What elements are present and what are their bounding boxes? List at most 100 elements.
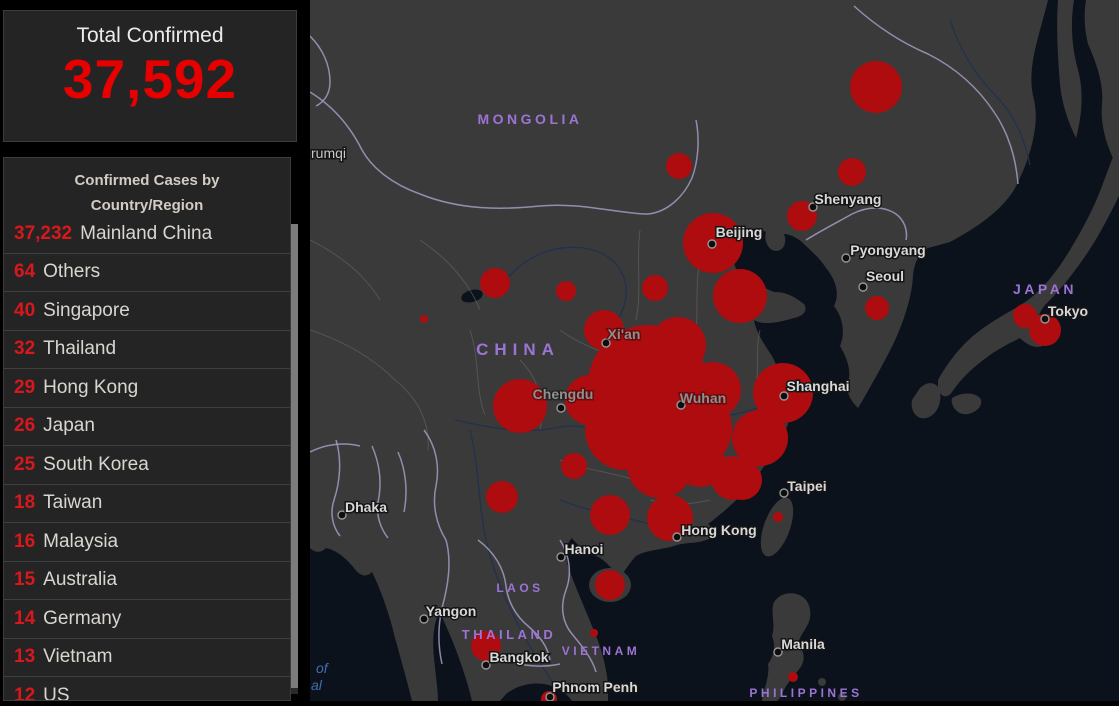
city-dot [337, 510, 347, 520]
case-bubble[interactable] [788, 672, 798, 682]
case-count: 40 [14, 299, 36, 321]
northeast-corner-landmass [1084, 0, 1119, 170]
case-bubble[interactable] [590, 495, 630, 535]
map-canvas: Shenyang Beijing Pyongyang Seoul Tokyo Shangh… [309, 0, 1119, 706]
list-scrollbar-thumb[interactable] [291, 224, 298, 688]
case-count: 37,232 [14, 222, 73, 244]
city-dot [601, 338, 611, 348]
case-count: 64 [14, 261, 36, 283]
case-bubble[interactable] [1013, 304, 1037, 328]
case-bubble[interactable] [713, 269, 767, 323]
case-bubble[interactable] [838, 158, 866, 186]
city-label: Hanoi [565, 541, 604, 557]
total-confirmed-title: Total Confirmed [76, 24, 224, 47]
case-count: 12 [14, 684, 36, 701]
city-dot [773, 647, 783, 657]
city-label: Pyongyang [850, 242, 925, 258]
country-label: South Korea [43, 453, 149, 475]
qinghai-lake [461, 289, 483, 303]
taiwan-island [760, 497, 794, 557]
philippine-islet [818, 678, 826, 686]
country-label: Taiwan [43, 492, 103, 514]
list-item[interactable]: 29 Hong Kong [4, 369, 290, 408]
case-bubble[interactable] [627, 432, 693, 498]
list-item[interactable]: 12 US [4, 677, 290, 701]
country-label: Australia [43, 569, 118, 591]
case-bubble[interactable] [732, 410, 788, 466]
case-bubble[interactable] [865, 296, 889, 320]
region-label: LAOS [496, 581, 543, 595]
case-bubble[interactable] [486, 481, 518, 513]
region-label: THAILAND [462, 627, 556, 642]
city-label: Wuhan [680, 390, 726, 406]
total-confirmed-value: 37,592 [62, 48, 238, 110]
case-bubble[interactable] [493, 379, 547, 433]
country-label: Germany [43, 607, 122, 629]
country-label: Singapore [43, 299, 130, 321]
country-label: US [43, 684, 70, 701]
country-label: Others [43, 261, 101, 283]
header-line1: Confirmed Cases by [74, 172, 220, 189]
case-bubble[interactable] [1029, 314, 1061, 346]
city-label: Dhaka [345, 499, 387, 515]
list-item[interactable]: 18 Taiwan [4, 485, 290, 523]
case-bubble[interactable] [480, 268, 510, 298]
case-count: 25 [14, 453, 36, 475]
philippine-islet [838, 693, 846, 701]
case-bubble[interactable] [420, 315, 428, 323]
case-bubble[interactable] [556, 281, 576, 301]
case-bubble[interactable] [590, 629, 598, 637]
list-item[interactable]: 32 Thailand [4, 331, 290, 369]
water-body-label: al [311, 677, 323, 693]
case-count: 13 [14, 646, 36, 668]
list-item[interactable]: 13 Vietnam [4, 639, 290, 677]
country-label: Mainland China [80, 222, 213, 244]
case-bubble[interactable] [647, 495, 693, 541]
list-item[interactable]: 64 Others [4, 254, 290, 292]
case-count: 32 [14, 338, 36, 360]
japan-honshu [938, 142, 1119, 397]
list-item[interactable]: 40 Singapore [4, 292, 290, 331]
city-label: Shanghai [786, 378, 849, 394]
list-item[interactable]: 15 Australia [4, 562, 290, 600]
case-count: 26 [14, 415, 36, 437]
list-item[interactable]: 25 South Korea [4, 446, 290, 485]
city-dot [858, 282, 868, 292]
country-list: 37,232 Mainland China 64 Others 40 Singapore 3… [4, 215, 290, 701]
header-line2: Country/Region [90, 197, 204, 214]
city-dot [672, 532, 682, 542]
case-bubble[interactable] [561, 453, 587, 479]
case-bubble[interactable] [666, 153, 692, 179]
list-item[interactable]: 16 Malaysia [4, 523, 290, 562]
case-bubble[interactable] [471, 631, 501, 661]
city-label: Xi'an [608, 326, 641, 342]
country-label: Hong Kong [43, 376, 139, 398]
country-borders [309, 5, 1019, 673]
country-label: Thailand [43, 338, 117, 360]
city-dot [481, 660, 491, 670]
city-label: Yangon [426, 603, 477, 619]
country-label: Malaysia [43, 530, 119, 552]
city-labels-layer: Shenyang Beijing Pyongyang Seoul Tokyo Shangh… [337, 190, 1090, 702]
case-count: 29 [14, 376, 36, 398]
region-label: MONGOLIA [478, 111, 583, 127]
list-item[interactable]: 37,232 Mainland China [4, 215, 290, 254]
city-dot [676, 400, 686, 410]
list-item[interactable]: 26 Japan [4, 408, 290, 446]
case-bubble[interactable] [850, 61, 902, 113]
city-dot [419, 614, 429, 624]
japan-shikoku [951, 393, 982, 415]
case-bubble[interactable] [773, 512, 783, 522]
city-label: Chengdu [533, 386, 594, 402]
region-label: PHILIPPINES [749, 686, 862, 700]
case-count: 14 [14, 607, 36, 629]
city-label: Hong Kong [681, 522, 756, 538]
city-dot [556, 552, 566, 562]
case-bubble[interactable] [722, 460, 762, 500]
case-bubble[interactable] [642, 275, 668, 301]
covid-map[interactable]: Shenyang Beijing Pyongyang Seoul Tokyo Shangh… [309, 0, 1119, 706]
list-item[interactable]: 14 Germany [4, 600, 290, 639]
case-bubble[interactable] [595, 570, 625, 600]
city-dot [841, 253, 851, 263]
